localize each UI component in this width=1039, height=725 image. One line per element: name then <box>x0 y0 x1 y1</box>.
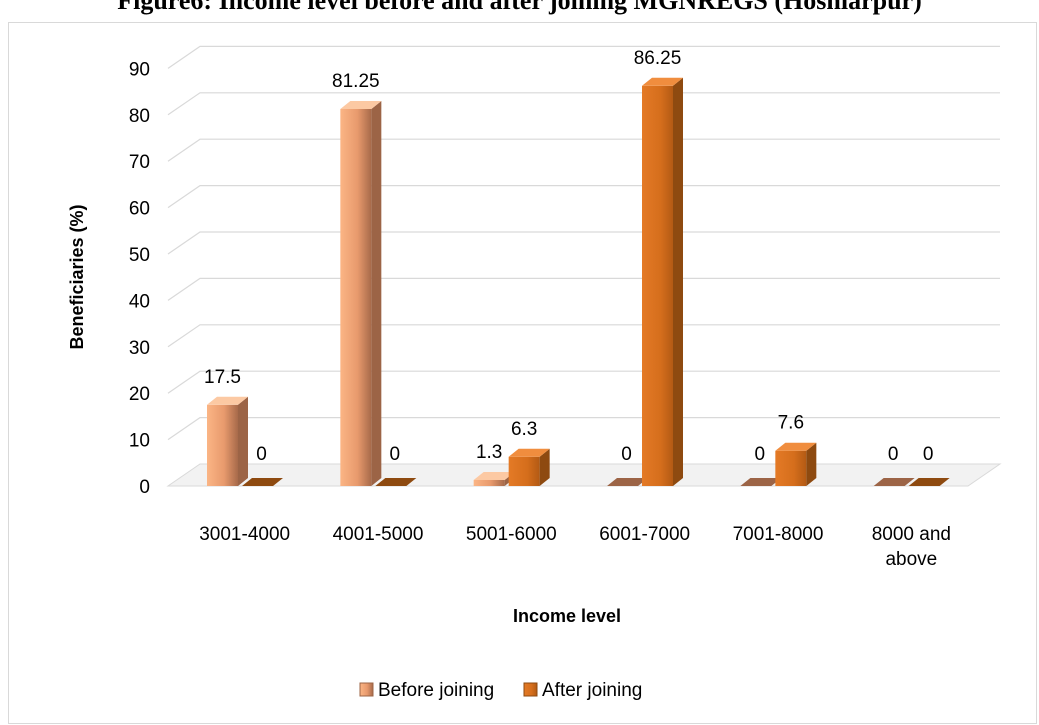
x-tick-label: 8000 and above <box>872 524 951 570</box>
y-tick-label: 70 <box>129 152 150 173</box>
gridline <box>167 277 1000 301</box>
data-label: 0 <box>256 444 267 465</box>
chart-floor <box>166 463 1002 487</box>
x-tick-label: 3001-4000 <box>199 524 290 545</box>
gridline <box>167 45 1000 69</box>
chart-area <box>8 22 1037 724</box>
y-tick-label: 0 <box>139 477 150 498</box>
legend-swatch <box>523 682 538 697</box>
legend-item-after-joining: After joining <box>523 680 642 701</box>
bar-before-joining <box>740 478 782 486</box>
bar-before-joining <box>607 478 648 486</box>
gridline <box>167 92 1000 116</box>
y-tick-label: 60 <box>129 199 150 220</box>
gridlines <box>166 45 1002 487</box>
y-axis-ticks: 0 10 20 30 40 50 60 70 80 90 <box>129 59 150 498</box>
gridline <box>167 370 1000 394</box>
bar-before-joining <box>873 478 915 486</box>
bar-after-joining <box>242 478 283 486</box>
y-tick-label: 10 <box>129 431 150 452</box>
x-tick-label: 6001-7000 <box>599 524 690 545</box>
data-label: 86.25 <box>634 48 682 69</box>
data-label: 7.6 <box>778 413 804 434</box>
data-label: 0 <box>755 444 766 465</box>
x-axis-title: Income level <box>513 606 621 626</box>
chart-title: Figure6: Income level before and after j… <box>117 0 922 15</box>
bars <box>207 77 950 487</box>
data-label: 0 <box>888 444 899 465</box>
data-label: 6.3 <box>511 419 537 440</box>
data-label: 81.25 <box>332 71 380 92</box>
gridline <box>167 185 1000 209</box>
x-tick-label: 7001-8000 <box>733 524 824 545</box>
y-tick-label: 40 <box>129 291 150 312</box>
legend-label: Before joining <box>378 680 494 701</box>
y-tick-label: 30 <box>129 338 150 359</box>
gridline <box>167 231 1000 255</box>
gridline <box>167 324 1000 348</box>
y-tick-label: 50 <box>129 245 150 266</box>
data-label: 0 <box>923 444 934 465</box>
gridline <box>167 417 1000 441</box>
bar-after-joining <box>375 478 417 486</box>
bar-before-joining <box>340 101 382 486</box>
legend-item-before-joining: Before joining <box>359 680 494 701</box>
x-axis-ticks: 3001-4000 4001-5000 5001-6000 6001-7000 7001… <box>199 524 951 570</box>
legend-label: After joining <box>542 680 642 701</box>
data-label: 0 <box>621 444 632 465</box>
gridline <box>167 138 1000 162</box>
data-label: 17.5 <box>204 367 241 388</box>
x-tick-label: 4001-5000 <box>333 524 424 545</box>
bar-after-joining <box>508 448 550 486</box>
data-label: 1.3 <box>476 442 502 463</box>
bar-after-joining <box>775 442 817 486</box>
bar-after-joining <box>642 77 683 487</box>
legend-swatch <box>359 682 374 697</box>
bar-after-joining <box>908 478 950 486</box>
data-label: 0 <box>390 444 401 465</box>
y-axis-title: Beneficiaries (%) <box>67 204 87 349</box>
y-tick-label: 90 <box>129 59 150 80</box>
data-labels: 17.5 0 81.25 0 1.3 6.3 0 86.25 0 7.6 0 0 <box>204 48 933 465</box>
x-tick-label: 5001-6000 <box>466 524 557 545</box>
legend: Before joining After joining <box>359 680 642 701</box>
y-tick-label: 80 <box>129 106 150 127</box>
y-tick-label: 20 <box>129 384 150 405</box>
bar-before-joining <box>207 396 248 486</box>
